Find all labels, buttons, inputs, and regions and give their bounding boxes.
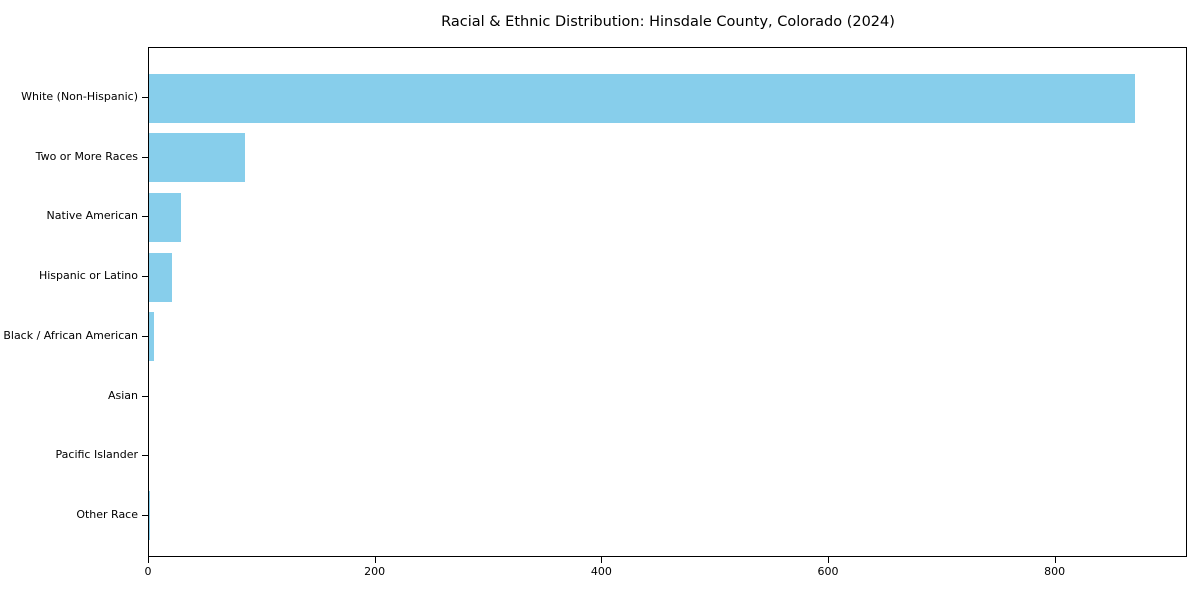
bar-native-american xyxy=(149,192,181,242)
y-axis-label: Asian xyxy=(107,388,138,402)
plot-area xyxy=(148,47,1187,557)
x-axis-tick-label: 200 xyxy=(364,565,386,578)
y-axis-tick xyxy=(142,335,148,337)
y-axis-label: Native American xyxy=(46,209,138,223)
y-axis-tick xyxy=(142,395,148,397)
x-axis-tick xyxy=(374,557,376,563)
x-axis-tick xyxy=(601,557,603,563)
y-axis-label: Two or More Races xyxy=(35,149,138,163)
bar-two-or-more-races xyxy=(149,133,246,183)
y-axis-tick xyxy=(142,276,148,278)
x-axis-tick-label: 0 xyxy=(144,565,152,578)
y-axis-tick xyxy=(142,455,148,457)
y-axis-tick xyxy=(142,216,148,218)
x-axis-tick xyxy=(1054,557,1056,563)
y-axis-label: Hispanic or Latino xyxy=(38,269,138,283)
bar-other-race xyxy=(149,491,151,541)
x-axis-tick-label: 800 xyxy=(1044,565,1066,578)
y-axis-label: Pacific Islander xyxy=(55,448,138,462)
x-axis-tick xyxy=(148,557,149,563)
y-axis-tick xyxy=(142,97,148,98)
y-axis-label: White (Non-Hispanic) xyxy=(21,90,138,103)
y-axis-label: Black / African American xyxy=(3,328,138,342)
y-axis-tick xyxy=(142,514,148,516)
x-axis-tick xyxy=(828,557,829,563)
bar-black-african-american xyxy=(149,312,154,362)
chart-title: Racial & Ethnic Distribution: Hinsdale C… xyxy=(441,14,895,30)
y-axis-tick xyxy=(142,156,148,158)
bar-hispanic-or-latino xyxy=(149,252,172,302)
y-axis-label: Other Race xyxy=(76,507,138,521)
x-axis-tick-label: 600 xyxy=(817,565,839,578)
x-axis-tick-label: 400 xyxy=(590,565,612,578)
bar-white-non-hispanic xyxy=(149,73,1135,123)
